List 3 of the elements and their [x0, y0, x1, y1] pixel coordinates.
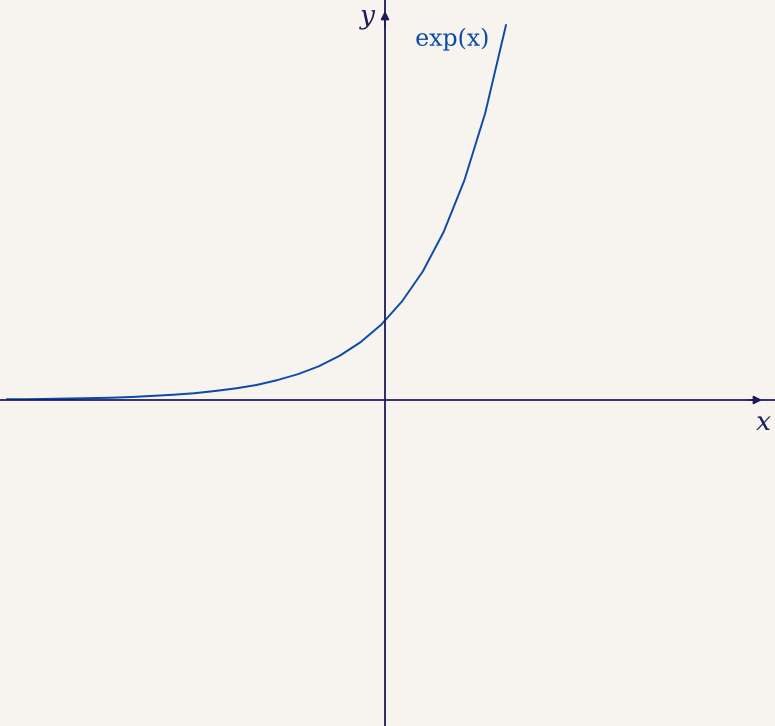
y-axis-title: y: [359, 10, 376, 30]
text: x: [756, 416, 771, 430]
series-label: exp(x): [416, 28, 488, 51]
